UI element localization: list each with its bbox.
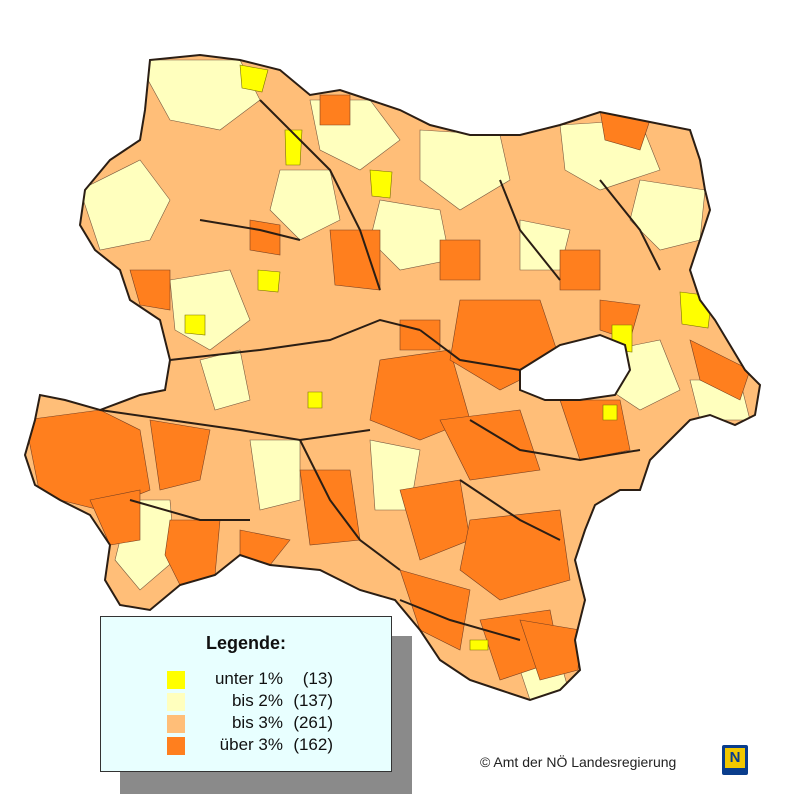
legend-count: (13)	[302, 669, 333, 688]
legend-label: bis 3%	[231, 713, 283, 732]
legend-swatch	[167, 737, 185, 755]
copyright-text: © Amt der NÖ Landesregierung	[480, 754, 677, 770]
legend-count: (261)	[293, 713, 333, 732]
state-border	[23, 53, 762, 702]
legend-label: bis 2%	[231, 691, 283, 710]
legend-swatch	[167, 693, 185, 711]
legend-count: (162)	[293, 735, 333, 754]
municipality-regions	[25, 59, 751, 700]
legend-label: über 3%	[219, 735, 283, 754]
legend-swatch	[167, 671, 185, 689]
legend-label: unter 1%	[214, 669, 283, 688]
noe-logo-icon: N	[722, 745, 748, 775]
legend-swatch	[167, 715, 185, 733]
lake-area	[519, 333, 632, 401]
legend-count: (137)	[293, 691, 333, 710]
legend-box: Legende: unter 1% (13) bis 2% (137) bis …	[100, 616, 392, 772]
legend-title: Legende:	[205, 633, 286, 653]
logo-letter: N	[725, 748, 745, 768]
